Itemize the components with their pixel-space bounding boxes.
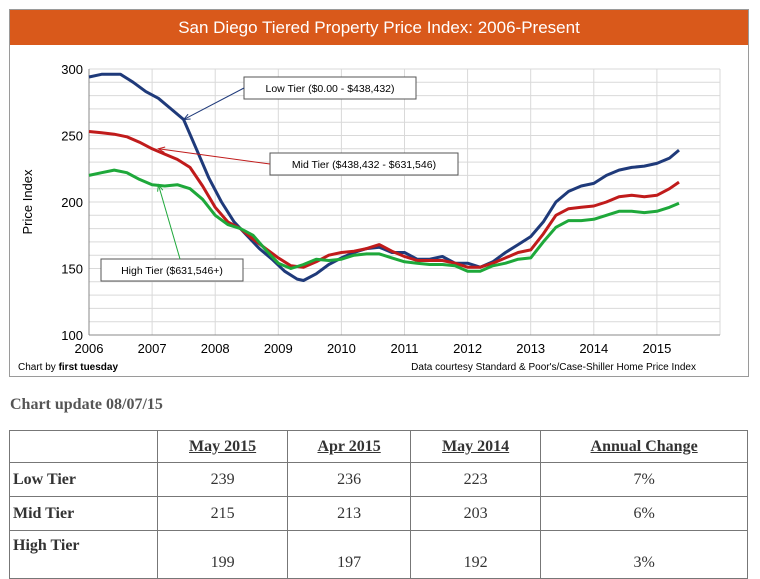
callout-label: Low Tier ($0.00 - $438,432) [266,83,395,95]
y-tick-label: 250 [61,129,83,144]
table-header-blank [9,430,158,463]
cell-value: 6% [540,496,748,531]
cell-value: 236 [287,462,412,497]
y-tick-label: 100 [61,328,83,343]
table-row: High Tier 199 197 192 3% [9,530,748,579]
y-tick-label: 300 [61,62,83,77]
data-source: Data courtesy Standard & Poor's/Case-Shi… [411,362,696,373]
callout-label: Mid Tier ($438,432 - $631,546) [292,159,436,171]
x-tick-label: 2009 [264,341,293,356]
x-tick-label: 2014 [579,341,608,356]
cell-value: 239 [156,462,289,497]
x-tick-label: 2010 [327,341,356,356]
x-tick-label: 2007 [138,341,167,356]
credit-prefix: Chart by [18,362,59,373]
series-line-high-tier [88,168,680,273]
cell-value: 213 [287,496,412,531]
y-tick-label: 200 [61,195,83,210]
row-label: Low Tier [9,462,158,497]
x-tick-label: 2006 [75,341,104,356]
callout-box [100,258,244,282]
x-tick-label: 2012 [453,341,482,356]
x-tick-label: 2015 [642,341,671,356]
chart-container: San Diego Tiered Property Price Index: 2… [9,9,749,377]
series-line-low-tier [88,72,680,282]
table-header-row: May 2015 Apr 2015 May 2014 Annual Change [9,430,748,463]
y-axis-label: Price Index [20,169,35,235]
table-header-annual-change: Annual Change [540,430,748,463]
table-row: Low Tier 239 236 223 7% [9,462,748,497]
table-row: Mid Tier 215 213 203 6% [9,496,748,531]
callout-leader [158,148,271,165]
table-header-apr2015: Apr 2015 [287,430,412,463]
x-tick-label: 2013 [516,341,545,356]
cell-value: 199 [156,530,289,579]
cell-value: 203 [410,496,542,531]
row-label: High Tier [9,530,158,579]
table-header-may2015: May 2015 [156,430,289,463]
cell-value: 223 [410,462,542,497]
cell-value: 215 [156,496,289,531]
callout-arrowhead [157,183,164,192]
cell-value: 7% [540,462,748,497]
chart-title: San Diego Tiered Property Price Index: 2… [10,10,748,45]
update-heading: Chart update 08/07/15 [10,396,163,413]
callout-arrowhead [182,113,191,121]
x-tick-label: 2011 [391,341,419,356]
cell-value: 197 [287,530,412,579]
row-label: Mid Tier [9,496,158,531]
callout-label: High Tier ($631,546+) [121,265,223,277]
callout-leader [183,87,245,120]
price-index-chart: 100 150 200 250 300 2006 2007 2008 2009 2010 2011 2… [20,62,721,356]
callout-leader [157,184,181,260]
y-tick-label: 150 [61,262,83,277]
cell-value: 3% [540,530,748,579]
table-header-may2014: May 2014 [410,430,542,463]
credit-brand: first tuesday [58,362,119,373]
summary-table: May 2015 Apr 2015 May 2014 Annual Change… [9,430,748,579]
series-line-mid-tier [88,130,680,269]
x-tick-label: 2008 [201,341,230,356]
chart-credit: Chart by first tuesday [18,362,118,373]
callout-arrowhead [157,146,166,153]
cell-value: 192 [410,530,542,579]
